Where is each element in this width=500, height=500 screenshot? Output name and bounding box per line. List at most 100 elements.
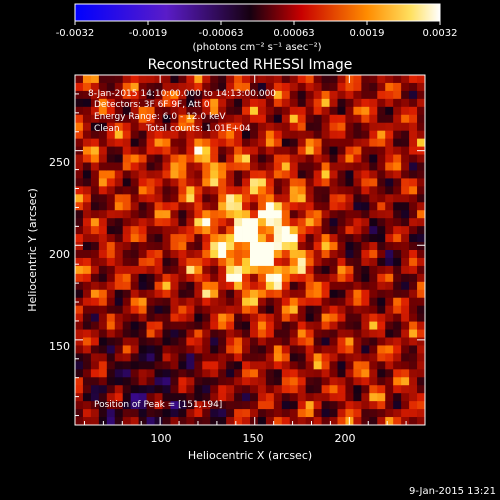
heatmap-cell: [75, 226, 84, 235]
heatmap-cell: [289, 337, 299, 346]
heatmap-cell: [194, 106, 203, 116]
heatmap-cell: [369, 242, 378, 251]
heatmap-cell: [409, 385, 418, 394]
heatmap-cell: [242, 353, 251, 362]
heatmap-cell: [401, 98, 410, 108]
heatmap-cell: [297, 250, 307, 259]
heatmap-cell: [210, 329, 219, 338]
heatmap-cell: [409, 409, 418, 418]
heatmap-cell: [154, 281, 163, 291]
heatmap-cell: [321, 194, 330, 203]
heatmap-cell: [202, 186, 211, 195]
heatmap-cell: [289, 250, 299, 259]
heatmap-cell: [146, 242, 155, 251]
heatmap-cell: [361, 265, 370, 275]
heatmap-cell: [242, 162, 251, 171]
heatmap-cell: [170, 329, 179, 338]
x-tick-label-100: 100: [151, 432, 172, 445]
heatmap-cell: [273, 329, 283, 338]
heatmap-cell: [122, 329, 132, 338]
heatmap-cell: [305, 297, 315, 307]
heatmap-cell: [329, 361, 338, 370]
heatmap-cell: [154, 98, 163, 108]
heatmap-cell: [345, 162, 354, 171]
heatmap-cell: [401, 186, 410, 195]
heatmap-cell: [361, 250, 370, 259]
heatmap-cell: [345, 377, 354, 386]
heatmap-cell: [369, 154, 378, 163]
heatmap-cell: [305, 130, 315, 140]
heatmap-cell: [122, 377, 132, 386]
heatmap-cell: [218, 82, 227, 92]
heatmap-cell: [146, 226, 155, 235]
heatmap-cell: [114, 138, 124, 147]
heatmap-cell: [90, 329, 100, 338]
heatmap-cell: [146, 170, 155, 179]
heatmap-cell: [313, 138, 322, 147]
heatmap-cell: [281, 353, 291, 362]
heatmap-cell: [393, 226, 402, 235]
heatmap-cell: [401, 122, 410, 132]
heatmap-cell: [345, 353, 354, 362]
heatmap-cell: [226, 146, 235, 155]
heatmap-cell: [234, 353, 243, 362]
heatmap-cell: [289, 218, 299, 227]
heatmap-cell: [122, 202, 132, 211]
heatmap-cell: [297, 226, 307, 235]
heatmap-cell: [226, 234, 235, 243]
heatmap-cell: [353, 401, 362, 410]
heatmap-cell: [75, 170, 84, 179]
heatmap-cell: [146, 385, 155, 394]
heatmap-cell: [369, 75, 378, 84]
colorbar-tick-marks: [74, 21, 441, 25]
heatmap-cell: [377, 273, 386, 283]
heatmap-cell: [202, 234, 211, 243]
heatmap-cell: [130, 90, 140, 100]
heatmap-cell: [345, 257, 354, 267]
heatmap-cell: [90, 321, 100, 330]
heatmap-cell: [393, 337, 402, 346]
heatmap-cell: [265, 218, 275, 227]
heatmap-cell: [313, 273, 322, 283]
heatmap-cell: [401, 82, 410, 92]
heatmap-cell: [138, 138, 147, 147]
heatmap-cell: [417, 273, 426, 283]
heatmap-cell: [289, 273, 299, 283]
heatmap-cell: [265, 186, 275, 195]
heatmap-cell: [417, 130, 426, 140]
heatmap-cell: [281, 257, 291, 267]
heatmap-cell: [369, 194, 378, 203]
heatmap-cell: [138, 361, 147, 370]
heatmap-cell: [345, 329, 354, 338]
heatmap-cell: [313, 321, 322, 330]
heatmap-cell: [178, 321, 187, 330]
heatmap-cell: [281, 194, 291, 203]
heatmap-cell: [313, 417, 322, 426]
heatmap-cell: [90, 369, 100, 378]
heatmap-cell: [210, 377, 219, 386]
heatmap-cell: [409, 305, 418, 315]
heatmap-cell: [154, 305, 163, 315]
heatmap-cell: [138, 369, 147, 378]
heatmap-cell: [353, 146, 362, 155]
heatmap-cell: [106, 170, 116, 179]
heatmap-cell: [297, 321, 307, 330]
heatmap-cell: [234, 257, 243, 267]
heatmap-cell: [297, 114, 307, 124]
heatmap-cell: [369, 210, 378, 219]
heatmap-cell: [146, 361, 155, 370]
heatmap-cell: [138, 257, 147, 267]
heatmap-cell: [186, 226, 195, 235]
heatmap-cell: [273, 90, 283, 100]
heatmap-cell: [250, 417, 259, 426]
heatmap-cell: [170, 250, 179, 259]
heatmap-cell: [194, 82, 203, 92]
heatmap-cell: [385, 186, 394, 195]
heatmap-cell: [98, 178, 108, 187]
heatmap-cell: [417, 106, 426, 116]
heatmap-cell: [130, 265, 140, 275]
heatmap-cell: [146, 162, 155, 171]
heatmap-cell: [377, 138, 386, 147]
heatmap-cell: [385, 297, 394, 307]
